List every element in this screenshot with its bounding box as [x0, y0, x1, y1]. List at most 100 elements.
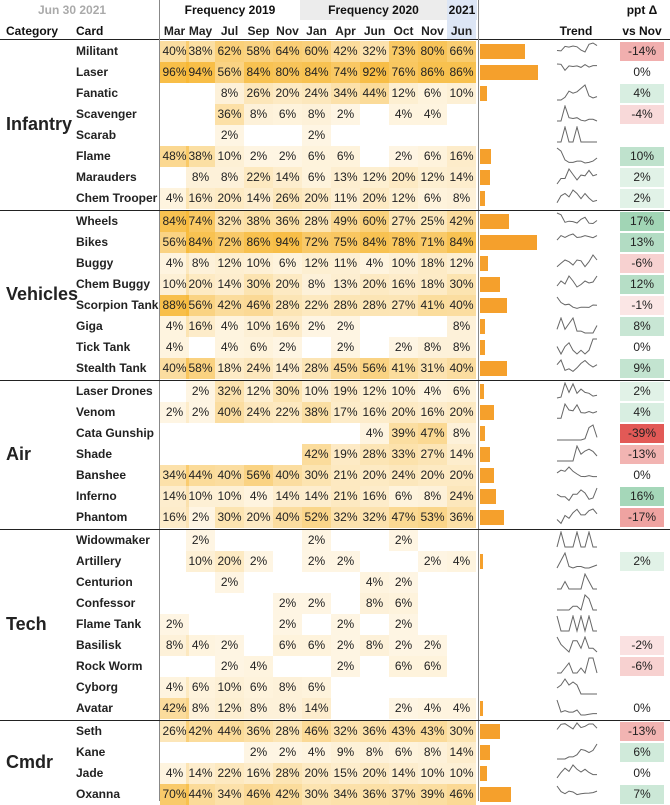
frequency-cell: 24%	[389, 465, 418, 486]
frequency-cell: 20%	[360, 274, 389, 295]
frequency-cell: 2%	[302, 593, 331, 614]
trend-sparkline	[557, 105, 598, 122]
category-label: Air	[6, 443, 32, 464]
frequency-cell: 6%	[389, 742, 418, 763]
frequency-cell: 28%	[302, 211, 331, 232]
frequency-cell: 19%	[331, 381, 360, 402]
frequency-cell: 20%	[360, 763, 389, 784]
frequency-cell: 40%	[273, 465, 302, 486]
card-name: Scorpion Tank	[76, 298, 159, 312]
frequency-cell: 6%	[389, 656, 418, 677]
frequency-cell: 6%	[273, 635, 302, 656]
frequency-cell: 40%	[215, 402, 244, 423]
frequency-cell: 42%	[160, 698, 189, 719]
frequency-cell: 8%	[273, 698, 302, 719]
trend-sparkline	[556, 466, 597, 478]
frequency-cell: 26%	[160, 721, 189, 742]
frequency-cell: 8%	[215, 167, 244, 188]
frequency-cell: 8%	[186, 167, 215, 188]
trend-line	[556, 189, 598, 203]
frequency-cell: 20%	[215, 551, 244, 572]
frequency-cell: 10%	[447, 83, 476, 104]
frequency-cell: 34%	[331, 784, 360, 805]
frequency-cell	[273, 656, 302, 677]
trend-sparkline	[556, 42, 598, 53]
frequency-cell: 2%	[186, 381, 215, 402]
current-value-bar	[480, 319, 486, 334]
frequency-cell: 16%	[244, 763, 273, 784]
card-name: Scarab	[76, 128, 117, 142]
current-value-bar	[480, 510, 505, 525]
frequency-cell: 71%	[418, 232, 447, 253]
frequency-cell: 84%	[447, 232, 476, 253]
delta-badge: 0%	[633, 766, 651, 780]
frequency-cell: 16%	[273, 316, 302, 337]
current-value-bar	[480, 489, 497, 504]
frequency-cell: 20%	[389, 402, 418, 423]
frequency-cell: 38%	[186, 41, 215, 62]
frequency-cell	[273, 125, 302, 146]
trend-sparkline	[556, 212, 598, 225]
trend-line	[556, 764, 597, 779]
frequency-cell: 56%	[160, 232, 189, 253]
frequency-cell: 4%	[186, 635, 215, 656]
frequency-cell: 45%	[331, 358, 360, 379]
frequency-cell: 32%	[331, 507, 360, 528]
frequency-cell	[331, 593, 360, 614]
frequency-cell	[215, 444, 244, 465]
frequency-cell	[447, 125, 476, 146]
frequency-cell: 14%	[244, 188, 273, 209]
frequency-cell: 24%	[447, 486, 476, 507]
frequency-cell: 2%	[160, 614, 189, 635]
delta-badge: 16%	[620, 487, 664, 506]
current-value-bar	[480, 170, 490, 185]
frequency-cell	[389, 551, 418, 572]
frequency-cell: 42%	[302, 444, 331, 465]
month-header: Mar	[163, 24, 186, 38]
frequency-cell: 2%	[389, 572, 418, 593]
frequency-cell: 2%	[215, 656, 244, 677]
frequency-cell: 36%	[447, 507, 476, 528]
frequency-cell: 18%	[418, 274, 447, 295]
card-name: Scavenger	[76, 107, 137, 121]
frequency-cell: 20%	[244, 507, 273, 528]
delta-badge: -4%	[620, 105, 664, 124]
frequency-cell: 8%	[360, 593, 389, 614]
frequency-cell	[447, 104, 476, 125]
frequency-cell: 6%	[389, 486, 418, 507]
frequency-cell: 8%	[447, 337, 476, 358]
frequency-cell	[331, 125, 360, 146]
frequency-cell: 6%	[273, 253, 302, 274]
frequency-cell	[360, 337, 389, 358]
card-name: Flame	[76, 149, 111, 163]
category-label: Vehicles	[6, 284, 79, 304]
frequency-cell: 20%	[302, 188, 331, 209]
trend-sparkline	[556, 487, 598, 502]
card-name: Phantom	[76, 510, 128, 524]
frequency-cell: 2%	[331, 337, 360, 358]
trend-line	[556, 296, 598, 309]
frequency-cell: 22%	[273, 402, 302, 423]
trend-line	[556, 317, 598, 334]
frequency-cell: 8%	[186, 698, 215, 719]
frequency-cell: 6%	[447, 381, 476, 402]
frequency-cell: 16%	[389, 274, 418, 295]
frequency-cell: 84%	[360, 232, 389, 253]
category-label: Infantry	[6, 114, 73, 134]
frequency-cell: 48%	[160, 146, 189, 167]
frequency-cell: 20%	[273, 83, 302, 104]
frequency-cell: 88%	[160, 295, 189, 316]
frequency-cell: 20%	[215, 188, 244, 209]
frequency-cell: 6%	[302, 167, 331, 188]
frequency-cell: 12%	[360, 381, 389, 402]
frequency-cell: 8%	[302, 104, 331, 125]
frequency-cell: 10%	[389, 253, 418, 274]
frequency-cell: 6%	[331, 146, 360, 167]
frequency-cell: 8%	[360, 635, 389, 656]
frequency-cell	[389, 316, 418, 337]
current-value-bar	[480, 277, 501, 292]
frequency-cell: 8%	[447, 188, 476, 209]
frequency-cell	[360, 656, 389, 677]
frequency-cell: 94%	[186, 62, 215, 83]
frequency-cell: 14%	[302, 486, 331, 507]
